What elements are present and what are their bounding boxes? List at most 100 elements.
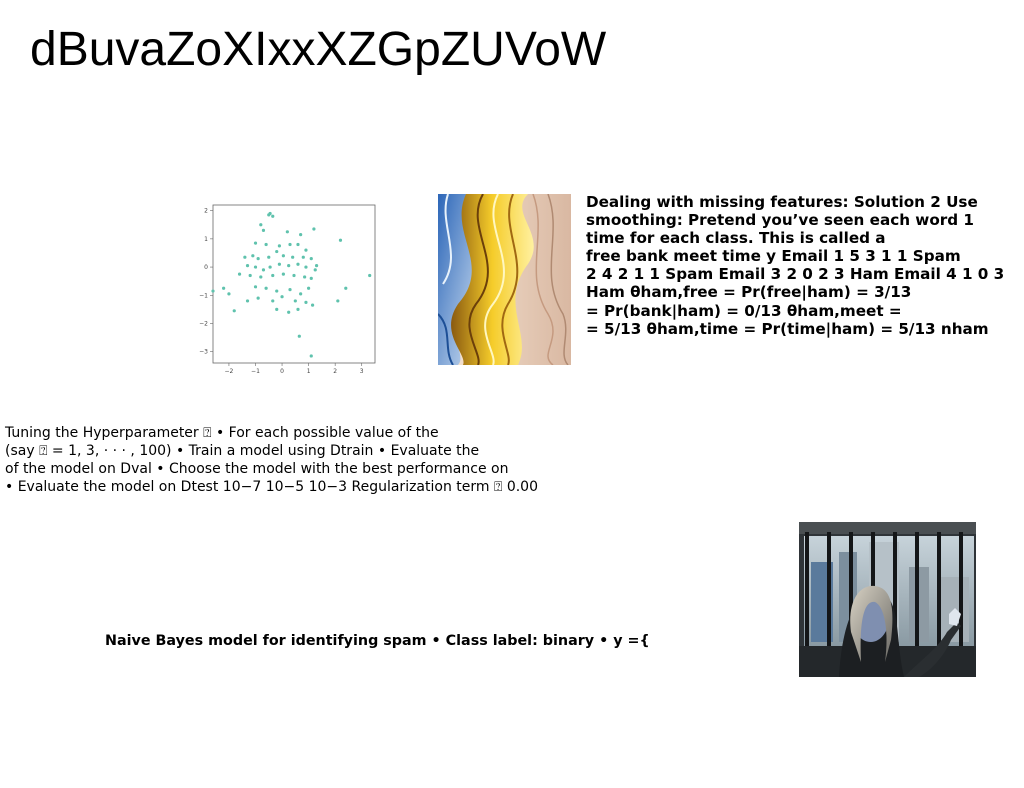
text-line: Ham θham,free = Pr(free|ham) = 3/13 bbox=[586, 283, 912, 302]
x-tick-label: 1 bbox=[307, 368, 311, 375]
y-tick-label: 0 bbox=[204, 264, 208, 271]
scatter-point bbox=[285, 230, 289, 234]
text-line: 2 4 2 1 1 Spam Email 3 2 0 2 3 Ham Email… bbox=[586, 265, 1005, 284]
scatter-point bbox=[309, 257, 313, 261]
abstract-wavy-art-image bbox=[438, 194, 571, 365]
scatter-point bbox=[312, 227, 316, 231]
scatter-point bbox=[264, 242, 268, 247]
y-tick-label: 2 bbox=[204, 208, 208, 215]
x-tick-label: −1 bbox=[251, 368, 260, 375]
scatter-point bbox=[293, 299, 297, 303]
scatter-point bbox=[296, 242, 300, 247]
scatter-point bbox=[251, 254, 255, 258]
scatter-point bbox=[211, 289, 215, 293]
naive-bayes-heading: Naive Bayes model for identifying spam •… bbox=[105, 633, 650, 649]
text-line: of the model on Dval • Choose the model … bbox=[5, 461, 509, 477]
scatter-point bbox=[256, 296, 260, 300]
scatter-point bbox=[301, 255, 305, 259]
scatter-point bbox=[288, 242, 292, 247]
scatter-point bbox=[307, 286, 311, 290]
scatter-point bbox=[314, 264, 319, 268]
scatter-point bbox=[227, 292, 231, 296]
text-line: = 5/13 θham,time = Pr(time|ham) = 5/13 n… bbox=[586, 319, 989, 338]
x-tick-label: 3 bbox=[360, 368, 364, 375]
text-line: = Pr(bank|ham) = 0/13 θham,meet = bbox=[586, 301, 902, 320]
scatter-point bbox=[271, 273, 275, 278]
scatter-chart: −2 −1 0 1 2 3 2 1 0 −1 −2 −3 bbox=[199, 204, 376, 375]
scatter-point bbox=[271, 299, 275, 303]
scatter-point bbox=[259, 275, 263, 279]
y-tick-label: −2 bbox=[199, 321, 208, 328]
scatter-point bbox=[304, 248, 308, 252]
scatter-point bbox=[288, 288, 292, 292]
scatter-point bbox=[303, 275, 307, 279]
scatter-point bbox=[309, 276, 313, 280]
x-tick-label: 2 bbox=[333, 368, 337, 375]
scatter-point bbox=[304, 300, 308, 304]
scatter-point bbox=[232, 309, 236, 313]
scatter-point bbox=[268, 211, 272, 216]
scatter-point bbox=[296, 307, 300, 311]
scatter-point bbox=[248, 273, 252, 278]
text-line: • Evaluate the model on Dtest 10−7 10−5 … bbox=[5, 479, 538, 495]
scatter-point bbox=[275, 249, 279, 254]
scatter-point bbox=[291, 255, 295, 259]
y-tick-label: −1 bbox=[199, 292, 208, 299]
scatter-point bbox=[253, 265, 258, 269]
scatter-point bbox=[336, 299, 340, 303]
scatter-point bbox=[297, 334, 301, 338]
scatter-point bbox=[275, 289, 279, 293]
page-title: dBuvaZoXIxxXZGpZUVoW bbox=[30, 23, 607, 76]
scatter-point bbox=[275, 307, 279, 311]
scatter-point bbox=[368, 273, 372, 278]
scatter-point bbox=[277, 262, 281, 266]
scatter-point bbox=[245, 264, 250, 268]
scatter-point bbox=[237, 272, 242, 276]
scatter-point bbox=[299, 292, 303, 296]
scatter-point bbox=[309, 354, 313, 358]
scatter-point bbox=[281, 254, 285, 258]
scatter-point bbox=[271, 214, 275, 218]
plot-frame bbox=[212, 204, 376, 364]
scatter-point bbox=[268, 265, 272, 269]
naive-bayes-smoothing-text: Dealing with missing features: Solution … bbox=[586, 193, 1024, 338]
text-line: Dealing with missing features: Solution … bbox=[586, 193, 978, 211]
text-line: free bank meet time y Email 1 5 3 1 1 Sp… bbox=[586, 247, 961, 266]
text-line: Tuning the Hyperparameter ⍰ • For each p… bbox=[5, 425, 439, 441]
x-tick-label: −2 bbox=[225, 368, 234, 375]
scatter-point bbox=[261, 228, 266, 232]
scatter-point bbox=[287, 310, 291, 314]
scatter-point bbox=[256, 257, 260, 261]
hyperparameter-tuning-text: Tuning the Hyperparameter ⍰ • For each p… bbox=[5, 424, 565, 496]
scatter-point bbox=[304, 265, 308, 269]
scatter-point bbox=[287, 264, 291, 268]
scatter-point bbox=[253, 241, 258, 245]
scatter-point bbox=[338, 238, 343, 242]
scatter-point bbox=[261, 268, 266, 272]
scatter-point bbox=[281, 272, 285, 276]
scatter-point bbox=[267, 255, 271, 259]
woman-by-window-photo bbox=[799, 522, 976, 677]
scatter-point bbox=[243, 255, 247, 259]
text-line: time for each class. This is called a bbox=[586, 229, 886, 248]
y-tick-label: 1 bbox=[204, 236, 208, 243]
scatter-point bbox=[253, 285, 258, 289]
scatter-point bbox=[313, 268, 317, 272]
abstract-art-graphic bbox=[438, 194, 571, 365]
scatter-point bbox=[310, 303, 315, 307]
scatter-plot-image: −2 −1 0 1 2 3 2 1 0 −1 −2 −3 bbox=[198, 196, 380, 380]
x-tick-label: 0 bbox=[280, 368, 284, 375]
scatter-point bbox=[296, 262, 300, 266]
scatter-point bbox=[222, 286, 226, 290]
scatter-point bbox=[280, 295, 284, 299]
y-tick-label: −3 bbox=[199, 349, 208, 356]
scatter-point bbox=[344, 286, 348, 290]
text-line: smoothing: Pretend you’ve seen each word… bbox=[586, 211, 974, 230]
text-line: (say ⍰ = 1, 3, · · · , 100) • Train a mo… bbox=[5, 443, 480, 459]
scatter-point bbox=[245, 299, 250, 303]
photo-graphic bbox=[799, 522, 976, 677]
scatter-point bbox=[299, 233, 303, 237]
scatter-point bbox=[259, 223, 263, 227]
scatter-point bbox=[292, 273, 296, 278]
scatter-point bbox=[264, 286, 268, 290]
